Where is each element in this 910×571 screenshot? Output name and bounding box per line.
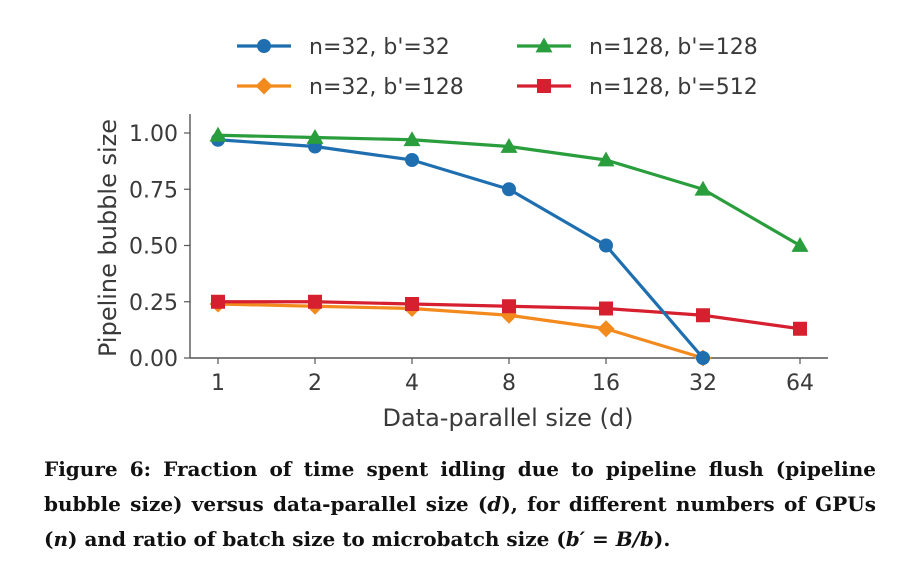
x-tick-label: 64 [786,371,814,396]
data-point [791,237,809,252]
caption-formula: b′ = B/b [565,527,654,551]
data-point [209,126,227,142]
x-tick-label: 8 [502,371,516,396]
data-point [599,301,613,316]
data-point [403,131,421,147]
caption-mid2: ) and ratio of batch size to microbatch … [68,527,566,551]
data-point [597,320,615,338]
line-chart: n=32, b'=32 n=128, b'=128 n=32, b'=128 n=12… [94,35,828,432]
legend-label: n=32, b'=32 [309,35,450,60]
caption-mid1: ), for different numbers of GPUs ( [44,492,877,551]
y-tick-label: 0.50 [129,235,178,260]
x-tick-label: 4 [405,371,419,396]
legend-marker [537,79,551,93]
legend-marker [535,37,553,53]
legend-label: n=128, b'=512 [589,75,758,100]
data-point [696,308,710,323]
data-point [793,321,807,336]
legend-label: n=32, b'=128 [309,75,464,100]
y-axis-label: Pipeline bubble size [94,119,122,357]
data-point [694,180,712,196]
series-layer [209,126,809,367]
data-point [502,182,516,197]
legend-marker [255,77,273,95]
series-3 [211,294,807,336]
legend-marker [257,39,271,53]
data-point [500,138,518,153]
x-tick-label: 2 [308,371,322,396]
y-tick-label: 0.00 [129,347,178,372]
x-axis-label: Data-parallel size (d) [382,404,633,432]
data-point [211,294,225,309]
y-tick-label: 1.00 [129,122,178,147]
x-tick-label: 32 [689,371,717,396]
caption-var-d: d [487,492,502,516]
axes: 1 2 4 8 16 32 64 0.00 0.25 0.50 0.75 1.00 [129,114,828,396]
data-point [308,294,322,309]
legend-entry: n=128, b'=512 [517,75,758,100]
series-line [217,302,704,360]
series-1 [209,126,809,252]
data-point [599,238,613,253]
legend-entry: n=32, b'=32 [237,35,450,60]
legend-entry: n=32, b'=128 [237,75,464,100]
data-point [405,297,419,311]
caption-suffix: ). [653,527,671,551]
data-point [405,153,419,167]
x-tick-label: 1 [211,371,225,396]
figure-caption: Figure 6: Fraction of time spent idling … [44,452,876,557]
series-line [217,138,705,360]
caption-var-n: n [53,527,69,551]
data-point [597,151,615,167]
y-tick-label: 0.75 [129,178,178,203]
x-tick-label: 16 [592,371,620,396]
data-point [502,299,516,314]
caption-prefix: Figure 6: Fraction of time spent idling … [44,457,876,516]
y-tick-label: 0.25 [129,291,178,316]
data-point [306,129,324,144]
legend-entry: n=128, b'=128 [517,35,758,60]
legend: n=32, b'=32 n=128, b'=128 n=32, b'=128 n=12… [237,35,758,100]
data-point [696,351,710,365]
legend-label: n=128, b'=128 [589,35,758,60]
